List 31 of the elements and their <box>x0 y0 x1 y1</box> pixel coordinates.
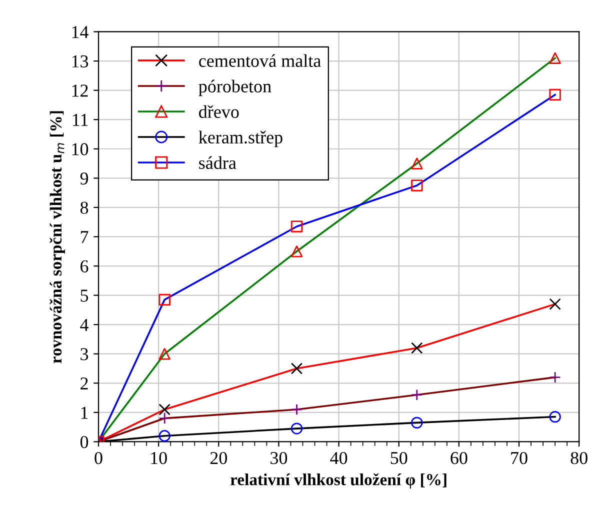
y-axis-title: rovnovážná sorpční vlhkost u$_{m}$ [%] <box>50 111 65 364</box>
x-tick-label: 80 <box>570 452 588 464</box>
x-tick-label: 10 <box>151 452 167 464</box>
legend-label: keram.střep <box>198 130 282 148</box>
x-tick-label: 50 <box>390 452 408 464</box>
y-tick-label: 0 <box>80 436 88 448</box>
x-tick-label: 70 <box>511 452 528 464</box>
y-tick-label: 2 <box>80 377 88 390</box>
y-tick-label: 12 <box>72 84 88 97</box>
y-tick-label: 11 <box>72 114 88 126</box>
y-tick-label: 5 <box>80 290 88 302</box>
x-tick-label: 40 <box>330 452 348 464</box>
legend-label: cementová malta <box>199 54 321 67</box>
y-tick-label: 10 <box>72 143 88 156</box>
y-tick-label: 14 <box>72 26 88 38</box>
x-tick-label: 60 <box>450 452 468 464</box>
x-tick-label: 20 <box>210 452 227 464</box>
y-tick-label: 13 <box>72 55 88 68</box>
legend-label: dřevo <box>199 105 239 118</box>
legend-label: sádra <box>199 156 236 170</box>
y-tick-label: 7 <box>80 231 88 243</box>
y-tick-label: 4 <box>80 318 88 331</box>
x-tick-label: 0 <box>94 452 102 464</box>
y-tick-label: 9 <box>80 172 88 185</box>
y-tick-label: 1 <box>81 406 88 419</box>
y-tick-label: 6 <box>80 260 88 272</box>
y-tick-label: 3 <box>80 348 88 360</box>
y-tick-label: 8 <box>80 202 88 214</box>
legend-label: pórobeton <box>198 80 272 96</box>
x-tick-label: 30 <box>270 452 288 464</box>
x-axis-title: relativní vlhkost uložení φ [%] <box>230 473 446 489</box>
